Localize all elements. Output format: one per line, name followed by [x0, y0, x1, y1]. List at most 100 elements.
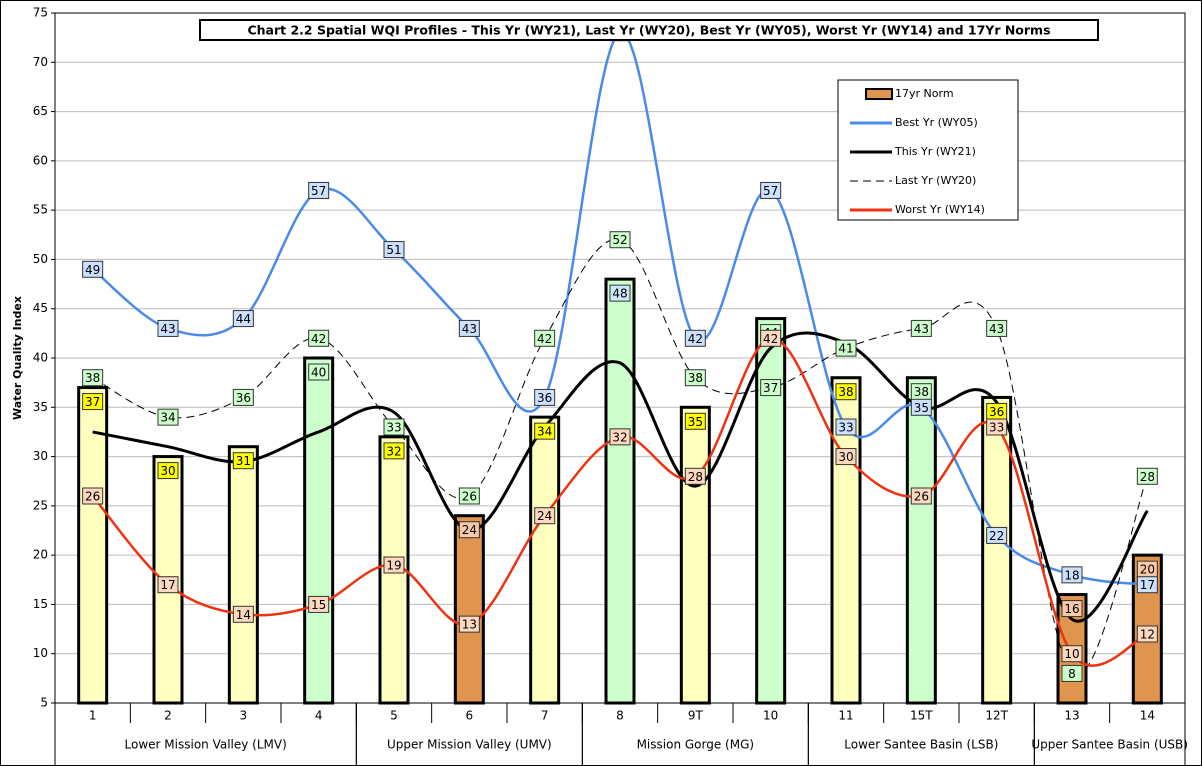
data-label: 14 — [236, 608, 251, 622]
data-label: 42 — [537, 332, 552, 346]
data-label-bg — [157, 576, 179, 594]
data-label: 42 — [763, 332, 778, 346]
data-label: 30 — [160, 464, 175, 478]
legend-label: Best Yr (WY05) — [895, 116, 978, 129]
data-label-box: 33 — [383, 418, 405, 436]
data-label-bg — [835, 383, 857, 401]
data-label-bg — [534, 422, 556, 440]
data-label-bg — [232, 452, 254, 470]
data-label-box: 28 — [1136, 467, 1158, 485]
x-tick-label: 5 — [390, 709, 398, 723]
y-tick-label: 70 — [33, 55, 48, 69]
data-label: 17 — [160, 578, 175, 592]
data-label: 42 — [688, 332, 703, 346]
data-label-bg — [1136, 625, 1158, 643]
y-tick-label: 5 — [40, 696, 48, 710]
data-label: 36 — [989, 405, 1004, 419]
data-label-box: 44 — [232, 310, 254, 328]
data-label-bg — [383, 418, 405, 436]
data-label-bg — [986, 526, 1008, 544]
x-tick-label: 1 — [89, 709, 97, 723]
legend-label: Worst Yr (WY14) — [895, 203, 985, 216]
data-label: 36 — [236, 391, 251, 405]
data-label: 26 — [85, 490, 100, 504]
data-label: 33 — [989, 421, 1004, 435]
data-label-bg — [835, 448, 857, 466]
data-label-bg — [910, 487, 932, 505]
data-label-box: 43 — [157, 319, 179, 337]
data-label-box: 28 — [684, 467, 706, 485]
data-label-bg — [157, 408, 179, 426]
data-label: 26 — [914, 490, 929, 504]
data-label-box: 43 — [458, 319, 480, 337]
data-label-bg — [1136, 467, 1158, 485]
data-label-bg — [609, 284, 631, 302]
data-label: 26 — [462, 490, 477, 504]
data-label-box: 30 — [835, 448, 857, 466]
data-label-bg — [232, 605, 254, 623]
data-label: 32 — [612, 430, 627, 444]
data-label-bg — [157, 319, 179, 337]
data-label: 24 — [462, 523, 477, 537]
y-tick-label: 65 — [33, 104, 48, 118]
data-label-box: 17 — [157, 576, 179, 594]
data-label-bg — [534, 329, 556, 347]
data-label-bg — [1061, 566, 1083, 584]
legend-label: 17yr Norm — [895, 87, 954, 100]
data-label-box: 16 — [1061, 600, 1083, 618]
data-label: 28 — [688, 470, 703, 484]
legend-label: Last Yr (WY20) — [895, 174, 976, 187]
data-label-box: 37 — [82, 393, 104, 411]
data-label: 34 — [537, 425, 552, 439]
data-label: 43 — [989, 322, 1004, 336]
x-tick-label: 2 — [164, 709, 172, 723]
x-tick-label: 10 — [763, 709, 778, 723]
y-tick-label: 50 — [33, 252, 48, 266]
data-label: 18 — [1064, 568, 1079, 582]
data-label-box: 32 — [609, 428, 631, 446]
bar — [77, 386, 109, 705]
data-label: 51 — [386, 243, 401, 257]
data-label-bg — [383, 556, 405, 574]
data-label: 30 — [838, 450, 853, 464]
data-label: 38 — [838, 385, 853, 399]
group-label: Lower Mission Valley (LMV) — [125, 738, 287, 752]
data-label-box: 42 — [534, 329, 556, 347]
title-box: Chart 2.2 Spatial WQI Profiles - This Yr… — [199, 19, 1099, 41]
data-label-box: 18 — [1061, 566, 1083, 584]
bar — [529, 415, 561, 705]
x-tick-label: 3 — [240, 709, 248, 723]
x-tick-label: 9T — [688, 709, 704, 723]
group-label: Upper Santee Basin (USB) — [1031, 738, 1188, 752]
data-label-box: 26 — [458, 487, 480, 505]
data-label-box: 34 — [534, 422, 556, 440]
data-label-box: 49 — [82, 260, 104, 278]
data-label-bg — [684, 412, 706, 430]
data-label-bg — [760, 329, 782, 347]
data-label-box: 26 — [910, 487, 932, 505]
data-label-bg — [458, 615, 480, 633]
bar — [604, 277, 636, 705]
data-label: 28 — [1140, 470, 1155, 484]
y-tick-label: 45 — [33, 301, 48, 315]
group-label: Mission Gorge (MG) — [637, 738, 754, 752]
data-label: 38 — [85, 371, 100, 385]
data-label-bg — [458, 521, 480, 539]
data-label: 12 — [1140, 628, 1155, 642]
x-tick-label: 6 — [466, 709, 474, 723]
data-label-bg — [609, 428, 631, 446]
data-label: 38 — [914, 385, 929, 399]
data-label-box: 17 — [1136, 576, 1158, 594]
data-label-box: 57 — [308, 181, 330, 199]
data-label: 57 — [763, 184, 778, 198]
bar — [453, 514, 485, 705]
data-label-bg — [1061, 664, 1083, 682]
data-label-bg — [232, 310, 254, 328]
data-label-bg — [1136, 576, 1158, 594]
data-label-bg — [82, 393, 104, 411]
y-tick-label: 10 — [33, 646, 48, 660]
data-label-bg — [458, 319, 480, 337]
data-label: 8 — [1068, 667, 1076, 681]
data-label-bg — [609, 231, 631, 249]
